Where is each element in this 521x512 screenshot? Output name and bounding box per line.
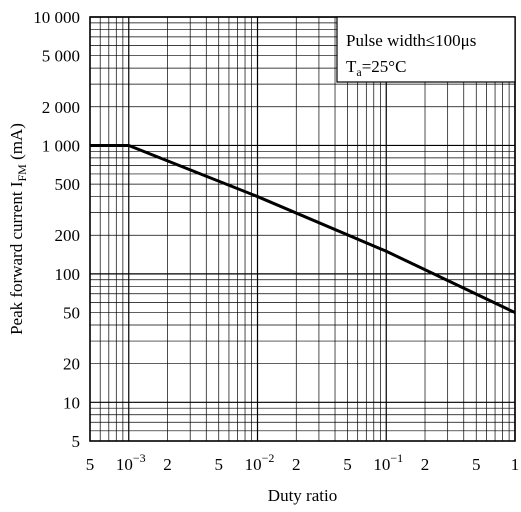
x-tick-label-exponent: −1 [390, 451, 403, 465]
x-tick-label: 5 [472, 455, 481, 474]
y-tick-label: 1 000 [42, 136, 80, 155]
x-tick-label-base: 2 [292, 455, 301, 474]
y-tick-label: 10 000 [33, 8, 80, 27]
legend-background [336, 16, 516, 83]
y-tick-label: 5 [72, 432, 81, 451]
y-tick-label: 20 [63, 355, 80, 374]
x-tick-label: 5 [343, 455, 352, 474]
x-tick-label-base: 5 [214, 455, 223, 474]
annotation-pulse-width: Pulse width≤100μs [346, 31, 476, 50]
x-tick-label: 10−3 [116, 451, 146, 474]
x-tick-label-base: 5 [472, 455, 481, 474]
x-tick-label: 10−2 [245, 451, 275, 474]
x-tick-label-base: 5 [343, 455, 352, 474]
y-tick-label: 200 [55, 226, 81, 245]
x-tick-label: 1 [511, 455, 520, 474]
annotation-temperature-value: =25°C [362, 57, 407, 76]
x-tick-label: 2 [421, 455, 430, 474]
x-tick-label-exponent: −2 [262, 451, 275, 465]
x-tick-labels: 5 10−3 2 5 10−2 2 5 10−1 2 5 1 [86, 451, 520, 474]
grid-minor-lines [89, 17, 515, 442]
x-tick-label-base: 2 [421, 455, 430, 474]
x-tick-label: 2 [292, 455, 301, 474]
x-tick-label-base: 10 [245, 455, 262, 474]
x-axis-label: Duty ratio [268, 486, 337, 505]
y-axis-label: Peak forward current IFM (mA) [7, 123, 29, 335]
x-tick-label-base: 10 [373, 455, 390, 474]
x-tick-label: 5 [214, 455, 223, 474]
y-axis-label-main: Peak forward current I [7, 181, 26, 335]
y-tick-label: 10 [63, 393, 80, 412]
y-axis-label-unit: (mA) [7, 123, 26, 164]
annotation-temperature-subscript: a [356, 65, 362, 79]
annotation-temperature-symbol: T [346, 57, 357, 76]
x-tick-label-base: 1 [511, 455, 520, 474]
series-line [90, 143, 516, 314]
x-tick-label-base: 2 [163, 455, 172, 474]
y-tick-label: 500 [55, 175, 81, 194]
x-tick-label-base: 10 [116, 455, 133, 474]
x-tick-label: 2 [163, 455, 172, 474]
annotation-temperature: Ta=25°C [346, 57, 406, 79]
x-tick-label-exponent: −3 [133, 451, 146, 465]
y-axis-label-subscript: FM [15, 164, 29, 182]
legend-box: Pulse width≤100μs Ta=25°C [336, 16, 516, 83]
plot-area-frame [89, 16, 516, 442]
series-layer [90, 143, 516, 314]
y-tick-label: 2 000 [42, 98, 80, 117]
y-tick-label: 100 [55, 265, 81, 284]
y-tick-label: 5 000 [42, 47, 80, 66]
y-tick-labels: 10 000 5 000 2 000 1 000 500 200 100 50 20 10 5 [33, 8, 80, 451]
x-tick-label-base: 5 [86, 455, 95, 474]
x-tick-label: 10−1 [373, 451, 403, 474]
x-tick-label: 5 [86, 455, 95, 474]
y-tick-label: 50 [63, 304, 80, 323]
